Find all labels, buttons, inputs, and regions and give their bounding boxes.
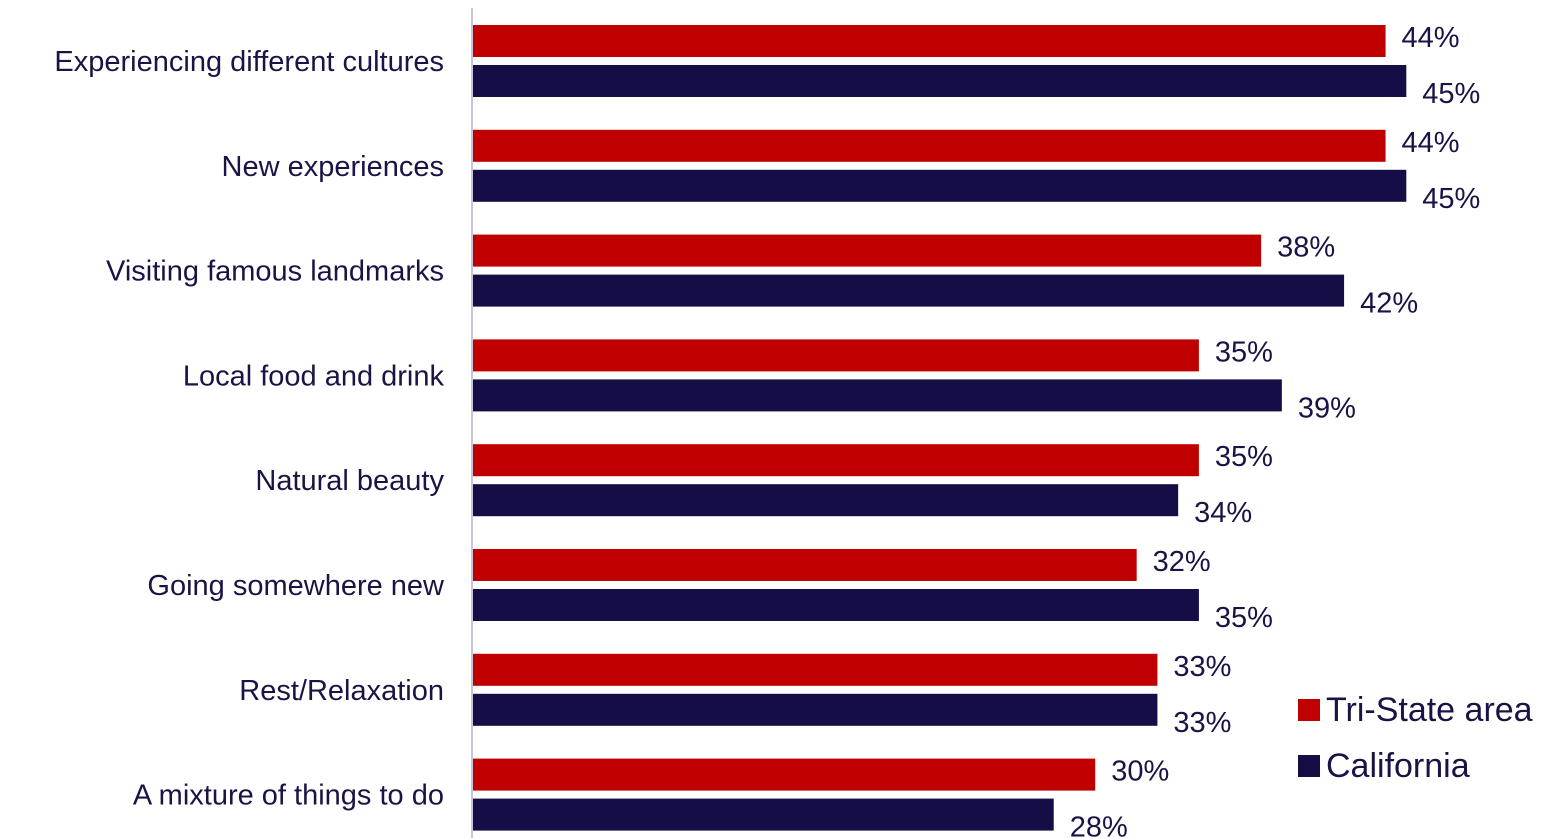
bar-tri-state-area-experiencing-different-cultures [473, 25, 1386, 57]
legend-item-california: California [1298, 744, 1533, 788]
value-label-california-local-food-and-drink: 39% [1298, 392, 1356, 424]
value-label-california-rest-relaxation: 33% [1173, 707, 1231, 739]
value-label-tri-state-area-going-somewhere-new: 32% [1153, 546, 1211, 578]
legend-label-california: California [1326, 747, 1470, 785]
legend-label-tri-state: Tri-State area [1326, 691, 1533, 729]
bar-tri-state-area-rest-relaxation [473, 653, 1158, 686]
category-label-natural-beauty: Natural beauty [255, 465, 444, 497]
bar-tri-state-area-going-somewhere-new [473, 549, 1137, 581]
bar-california-going-somewhere-new [473, 589, 1199, 621]
bar-tri-state-area-new-experiences [473, 129, 1386, 162]
value-label-california-going-somewhere-new: 35% [1215, 602, 1273, 634]
bar-tri-state-area-local-food-and-drink [473, 339, 1199, 372]
bar-california-visiting-famous-landmarks [473, 274, 1345, 307]
value-label-tri-state-area-natural-beauty: 35% [1215, 441, 1273, 473]
category-label-new-experiences: New experiences [222, 151, 444, 183]
bar-california-a-mixture-of-things-to-do [473, 798, 1054, 831]
value-labels: 44%45%44%45%38%42%35%39%35%34%32%35%33%3… [1070, 22, 1481, 838]
legend-swatch-california [1298, 755, 1320, 777]
bar-tri-state-area-a-mixture-of-things-to-do [473, 758, 1096, 791]
bar-california-rest-relaxation [473, 693, 1158, 726]
category-label-rest-relaxation: Rest/Relaxation [239, 675, 444, 707]
category-label-experiencing-different-cultures: Experiencing different cultures [54, 46, 444, 78]
value-label-tri-state-area-experiencing-different-cultures: 44% [1402, 22, 1460, 54]
value-label-tri-state-area-visiting-famous-landmarks: 38% [1277, 232, 1335, 264]
value-label-california-new-experiences: 45% [1422, 183, 1480, 215]
category-labels: Experiencing different cultures New exper… [54, 46, 445, 812]
legend-swatch-tri-state [1298, 699, 1320, 721]
value-label-tri-state-area-rest-relaxation: 33% [1173, 651, 1231, 683]
value-label-tri-state-area-local-food-and-drink: 35% [1215, 336, 1273, 368]
bar-tri-state-area-visiting-famous-landmarks [473, 234, 1262, 267]
bar-tri-state-area-natural-beauty [473, 444, 1199, 477]
category-label-going-somewhere-new: Going somewhere new [147, 570, 445, 602]
value-label-california-experiencing-different-cultures: 45% [1422, 78, 1480, 110]
value-label-tri-state-area-a-mixture-of-things-to-do: 30% [1111, 756, 1169, 788]
bar-california-local-food-and-drink [473, 379, 1282, 412]
value-label-tri-state-area-new-experiences: 44% [1402, 127, 1460, 159]
category-label-local-food-and-drink: Local food and drink [183, 360, 445, 392]
category-label-visiting-famous-landmarks: Visiting famous landmarks [106, 256, 444, 288]
value-label-california-natural-beauty: 34% [1194, 497, 1252, 529]
value-label-california-a-mixture-of-things-to-do: 28% [1070, 812, 1128, 838]
legend: Tri-State area California [1298, 688, 1533, 800]
bar-california-natural-beauty [473, 484, 1179, 517]
value-label-california-visiting-famous-landmarks: 42% [1360, 288, 1418, 320]
bar-california-new-experiences [473, 169, 1407, 202]
legend-item-tri-state: Tri-State area [1298, 688, 1533, 732]
bar-california-experiencing-different-cultures [473, 65, 1407, 97]
category-label-a-mixture-of-things-to-do: A mixture of things to do [133, 780, 444, 812]
bars [473, 25, 1407, 831]
